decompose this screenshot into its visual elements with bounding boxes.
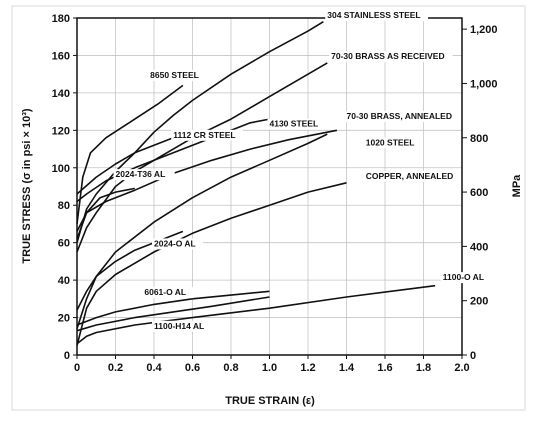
x-tick-label: 0.8 bbox=[223, 362, 238, 374]
curve-label: 2024-T36 AL bbox=[116, 169, 166, 179]
annotation-bg bbox=[171, 129, 243, 141]
x-tick-label: 1.6 bbox=[377, 362, 392, 374]
x-tick-label: 1.8 bbox=[416, 362, 431, 374]
annotation-bg bbox=[152, 320, 214, 332]
series-line-6061-o-al bbox=[76, 290, 270, 326]
x-tick-label: 0 bbox=[74, 362, 80, 374]
annotations: 304 STAINLESS STEEL 70-30 BRASS AS RECEIV… bbox=[113, 10, 492, 332]
x-tick-label: 2.0 bbox=[454, 362, 469, 374]
curve-label: 1112 CR STEEL bbox=[173, 130, 235, 140]
annotation-bg bbox=[363, 137, 420, 149]
annotation-bg bbox=[267, 118, 324, 130]
y2-tick-label: 200 bbox=[470, 296, 488, 308]
y2-tick-label: 1,200 bbox=[470, 24, 498, 36]
y-tick-label: 180 bbox=[52, 13, 70, 25]
x-tick-label: 0.2 bbox=[108, 362, 123, 374]
y-tick-label: 40 bbox=[58, 275, 70, 287]
series-line-304-stainless-steel bbox=[76, 21, 324, 243]
y-axis-label: TRUE STRESS (σ in psi × 10³) bbox=[21, 108, 33, 263]
y2-tick-label: 1,000 bbox=[470, 78, 498, 90]
annotation-bg bbox=[325, 10, 429, 21]
y-tick-label: 100 bbox=[52, 163, 70, 175]
x-tick-label: 0.6 bbox=[185, 362, 200, 374]
annotation-bg bbox=[148, 69, 205, 81]
annotation-bg bbox=[329, 51, 453, 63]
series-line-1100-h14-al bbox=[76, 296, 270, 332]
curve-label: 304 STAINLESS STEEL bbox=[327, 10, 420, 20]
annotation-bg bbox=[344, 111, 458, 123]
curve-label: 1100-O AL bbox=[443, 272, 484, 282]
curve-label: 6061-O AL bbox=[144, 287, 186, 297]
y-tick-label: 120 bbox=[52, 125, 70, 137]
y-tick-label: 160 bbox=[52, 50, 70, 62]
curve-label: 70-30 BRASS, ANNEALED bbox=[347, 111, 453, 121]
y2-axis-label: MPa bbox=[511, 174, 523, 198]
curve-label: 1020 STEEL bbox=[366, 137, 415, 147]
annotation-bg bbox=[113, 169, 175, 181]
annotation-bg bbox=[363, 171, 451, 183]
curve-label: 1100-H14 AL bbox=[154, 321, 204, 331]
x-tick-label: 1.0 bbox=[262, 362, 277, 374]
series-line-4130-steel bbox=[76, 118, 270, 203]
annotation-bg bbox=[440, 272, 492, 284]
y-tick-label: 0 bbox=[64, 350, 70, 362]
series-line-2024-t36-al bbox=[76, 187, 135, 240]
annotation-bg bbox=[152, 238, 203, 250]
x-tick-label: 0.4 bbox=[146, 362, 162, 374]
series-line-70-30-brass-annealed bbox=[76, 133, 328, 330]
y2-tick-label: 800 bbox=[470, 133, 488, 145]
y2-tick-label: 0 bbox=[470, 350, 476, 362]
x-tick-label: 1.2 bbox=[300, 362, 315, 374]
chart-frame bbox=[11, 5, 526, 411]
y-tick-label: 60 bbox=[58, 238, 70, 250]
annotation-bg bbox=[142, 287, 194, 299]
curve-label: 70-30 BRASS AS RECEIVED bbox=[331, 51, 445, 61]
curve-label: 4130 STEEL bbox=[270, 119, 319, 129]
axis-ticks: 0 0.2 0.4 0.6 0.8 1.0 1.2 1.4 1.6 1.8 2.0020406080… bbox=[52, 13, 498, 374]
x-axis-label: TRUE STRAIN (ε) bbox=[225, 395, 315, 407]
x-tick-label: 1.4 bbox=[339, 362, 355, 374]
curve-label: COPPER, ANNEALED bbox=[366, 171, 454, 181]
y-tick-label: 140 bbox=[52, 88, 70, 100]
curve-label: 2024-O AL bbox=[154, 238, 196, 248]
y2-tick-label: 400 bbox=[470, 241, 488, 253]
y-tick-label: 80 bbox=[58, 200, 70, 212]
series-line-8650-steel bbox=[76, 84, 184, 224]
y2-tick-label: 600 bbox=[470, 187, 488, 199]
y-tick-label: 20 bbox=[58, 313, 70, 325]
curve-label: 8650 STEEL bbox=[150, 70, 199, 80]
